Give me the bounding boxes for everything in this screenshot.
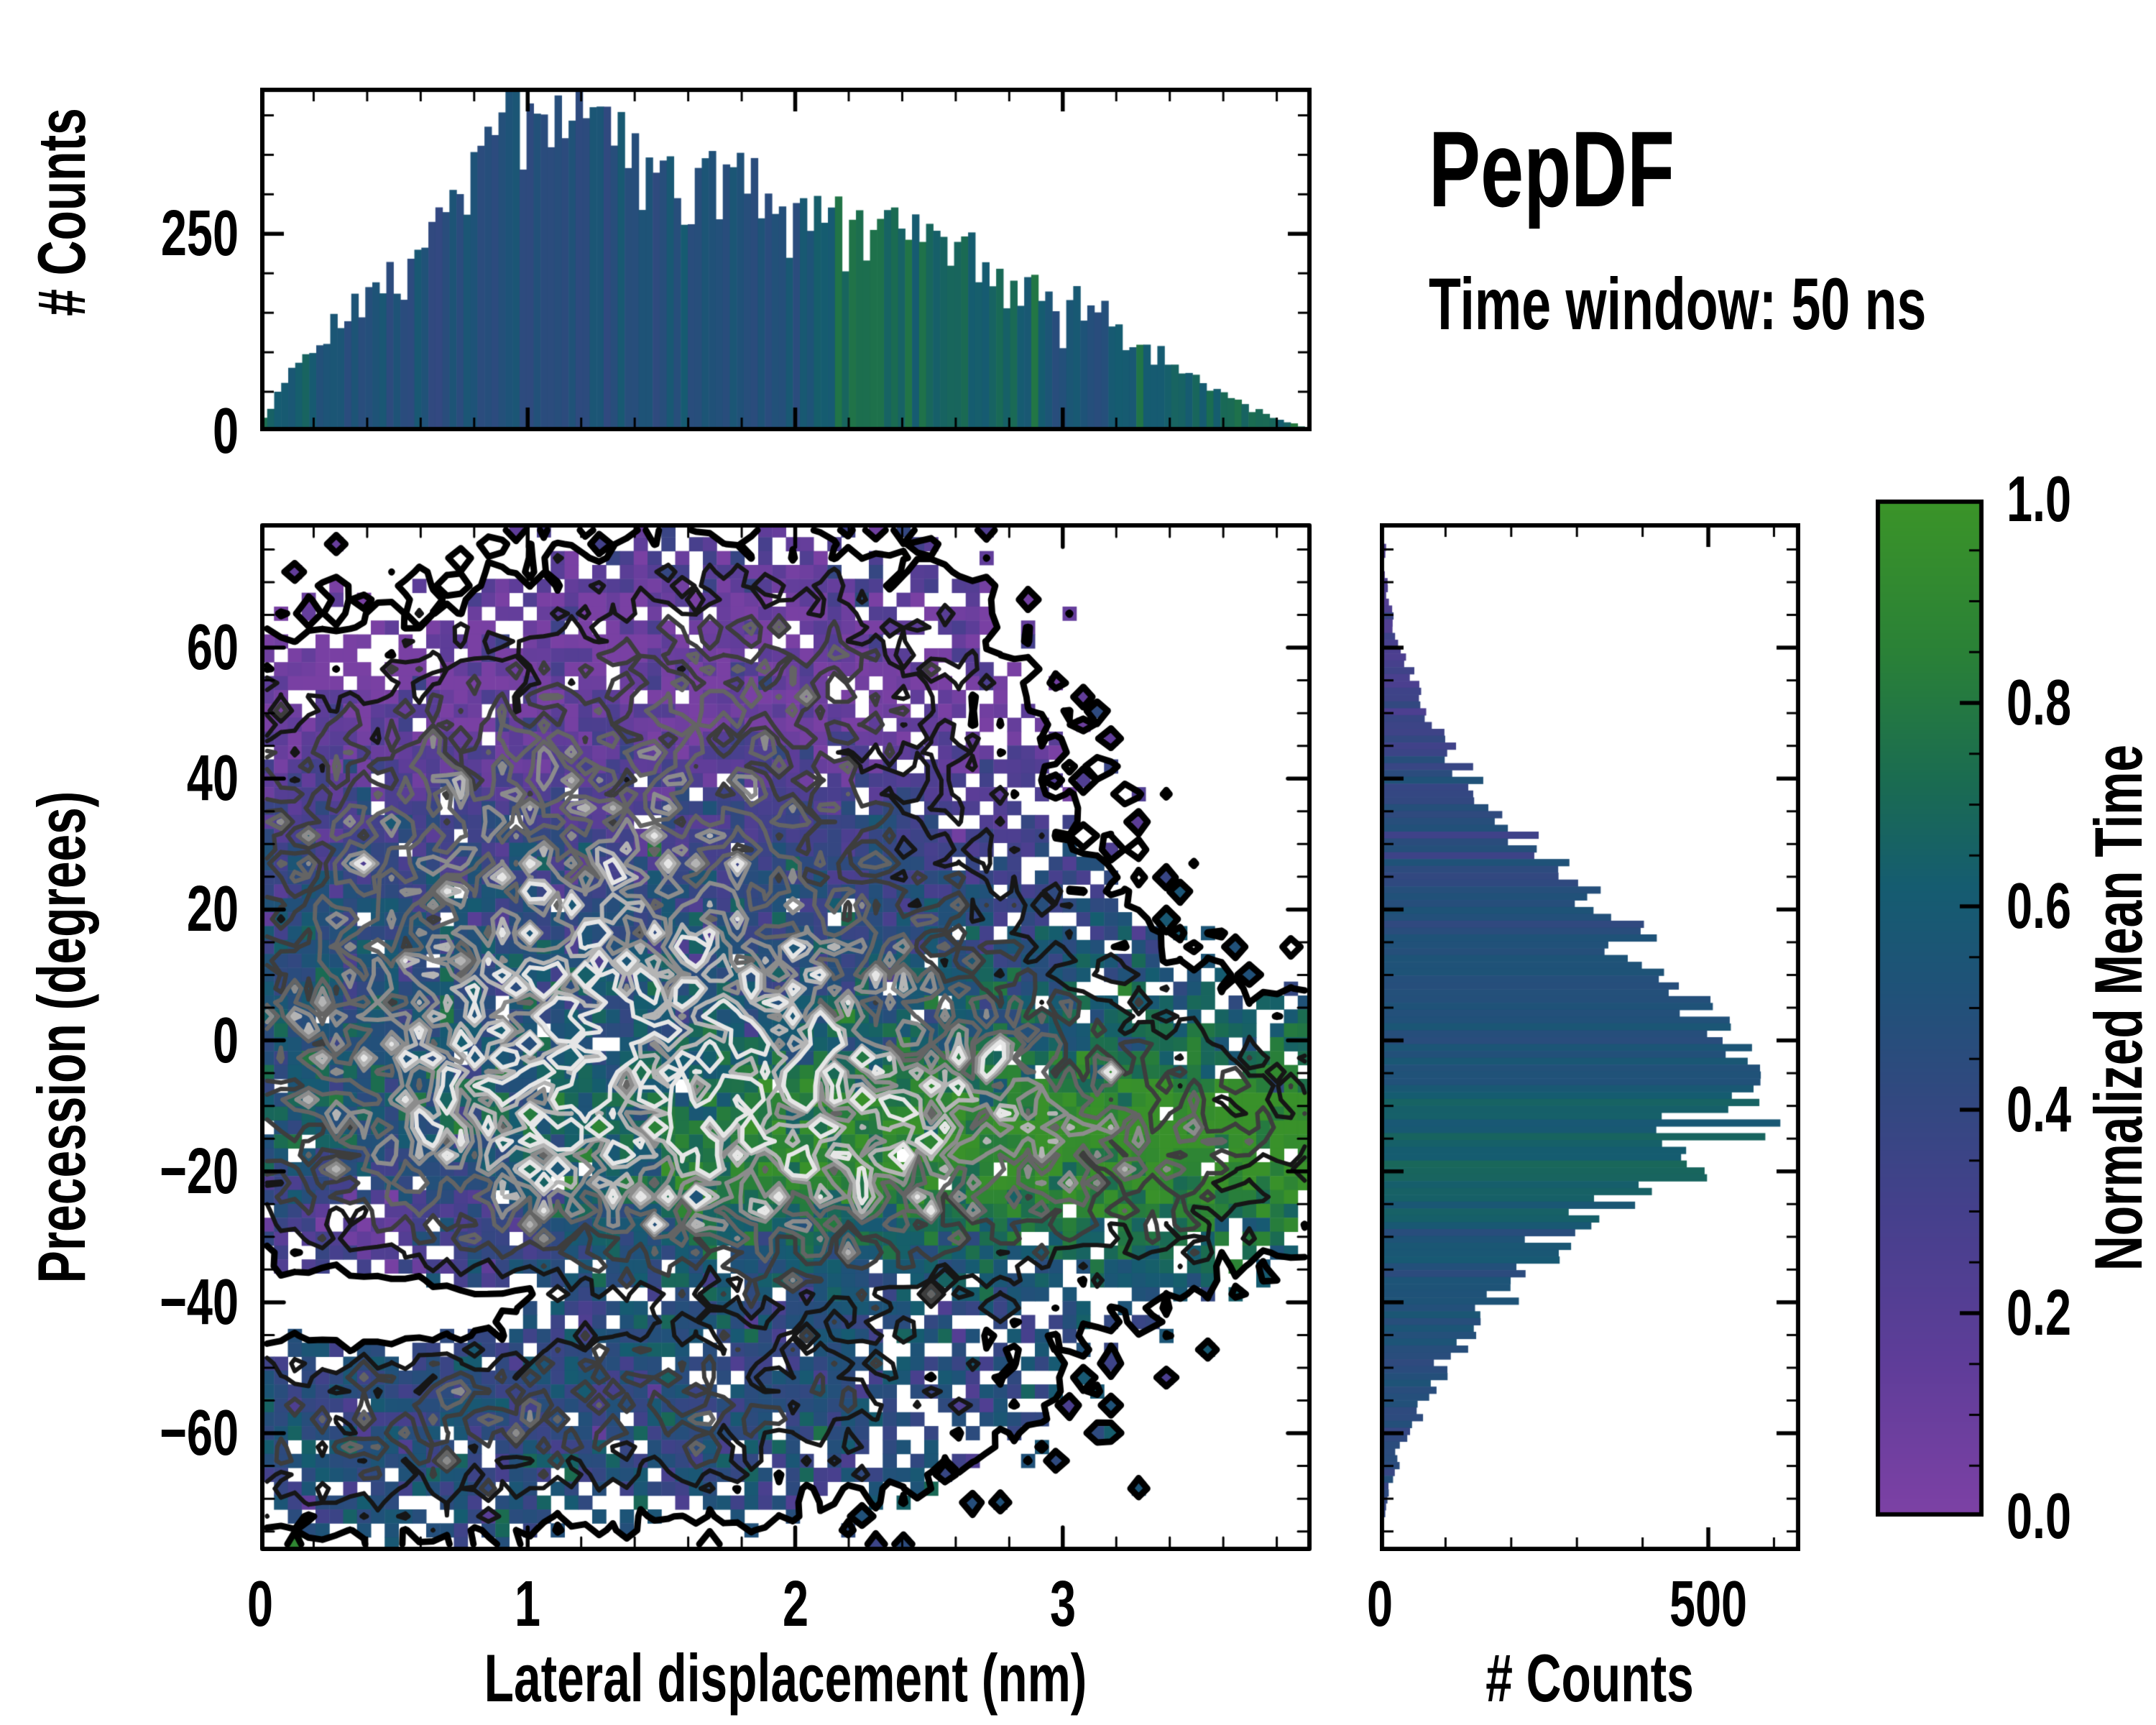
main-xtick-label: 2 [782, 1568, 808, 1640]
main-xtick-label: 3 [1049, 1568, 1076, 1640]
colorbar-tick-label: 0.4 [2007, 1074, 2072, 1146]
colorbar-tick-label: 1.0 [2007, 464, 2072, 535]
colorbar-tick-label: 0.0 [2007, 1481, 2072, 1552]
top-hist-ylabel: # Counts [24, 108, 99, 316]
time-window-subtitle: Time window: 50 ns [1429, 263, 1927, 345]
colorbar-tick-label: 0.8 [2007, 667, 2072, 739]
colorbar-tick-label: 0.2 [2007, 1277, 2072, 1349]
right-hist-xtick-label: 500 [1669, 1568, 1748, 1640]
main-ytick-label: 0 [212, 1004, 239, 1077]
colorbar-tick-label: 0.6 [2007, 870, 2072, 942]
right-hist-xtick-label: 0 [1366, 1568, 1393, 1640]
top-hist-ytick-label: 250 [160, 198, 239, 270]
right-histogram-canvas [1380, 523, 1800, 1551]
joint-heatmap-canvas [260, 523, 1312, 1551]
main-ylabel: Precession (degrees) [24, 791, 99, 1284]
page-title: PepDF [1429, 109, 1675, 229]
main-xtick-label: 0 [247, 1568, 274, 1640]
colorbar-label: Normalized Mean Time [2081, 744, 2156, 1271]
main-ytick-label: 20 [186, 873, 239, 946]
top-hist-ytick-label: 0 [212, 395, 239, 467]
main-xtick-label: 1 [515, 1568, 541, 1640]
main-ytick-label: −60 [160, 1397, 239, 1470]
main-xlabel: Lateral displacement (nm) [484, 1640, 1087, 1716]
main-ytick-label: −20 [160, 1135, 239, 1208]
right-hist-xlabel: # Counts [1485, 1640, 1694, 1716]
colorbar-canvas [1876, 500, 1984, 1517]
main-ytick-label: 60 [186, 612, 239, 684]
main-ytick-label: 40 [186, 742, 239, 815]
main-ytick-label: −40 [160, 1266, 239, 1338]
top-histogram-canvas [260, 88, 1312, 431]
